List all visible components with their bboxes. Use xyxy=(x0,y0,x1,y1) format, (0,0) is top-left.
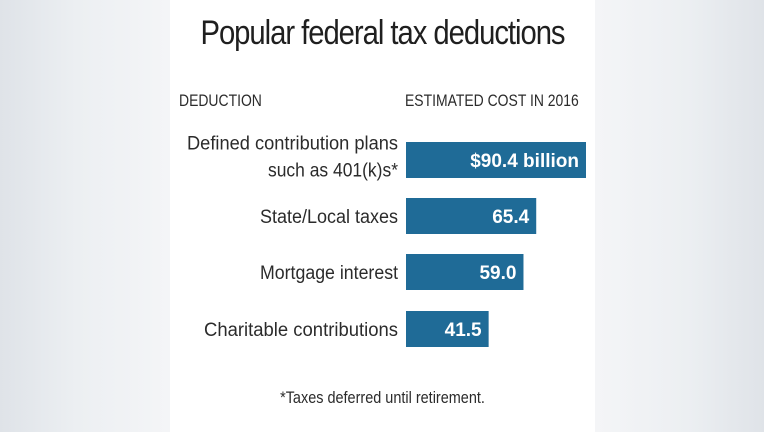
category-label-2-line-0: Mortgage interest xyxy=(260,263,399,284)
category-label-0-line-0: Defined contribution plans xyxy=(187,134,398,155)
category-label-3-line-0: Charitable contributions xyxy=(204,320,398,341)
column-header-deduction: DEDUCTION xyxy=(179,91,262,110)
bar-value-label-3: 41.5 xyxy=(445,320,482,341)
column-header-cost: ESTIMATED COST IN 2016 xyxy=(405,91,579,110)
footnote: *Taxes deferred until retirement. xyxy=(280,388,485,407)
chart-title: Popular federal tax deductions xyxy=(200,14,565,52)
bar-0 xyxy=(406,142,586,178)
category-label-0-line-1: such as 401(k)s* xyxy=(268,161,399,182)
bar-1 xyxy=(406,198,537,234)
bar-2 xyxy=(406,254,524,290)
bar-value-label-2: 59.0 xyxy=(479,263,516,284)
chart-card: Popular federal tax deductions DEDUCTION… xyxy=(170,0,595,432)
category-label-1-line-0: State/Local taxes xyxy=(260,207,398,228)
bar-chart: $90.4 billion Defined contribution plans s… xyxy=(187,134,586,347)
bar-value-label-1: 65.4 xyxy=(492,207,529,228)
bar-value-label-0: $90.4 billion xyxy=(470,151,579,172)
bar-3 xyxy=(406,311,489,347)
